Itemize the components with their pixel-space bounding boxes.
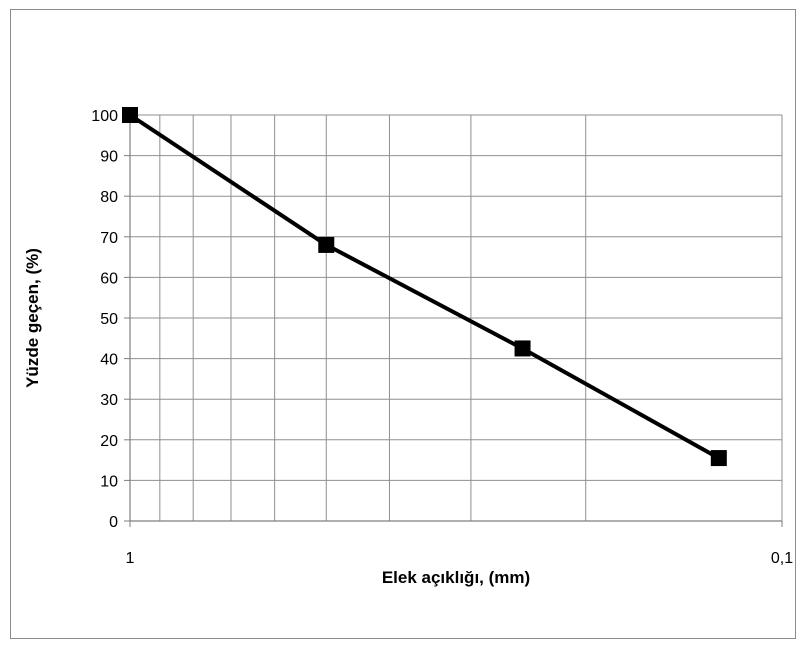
x-tick-label: 0,1	[771, 550, 793, 567]
y-tick-label: 90	[100, 149, 118, 166]
y-tick-label: 50	[100, 311, 118, 328]
series-line-layer	[128, 113, 720, 460]
data-point-marker	[318, 236, 335, 253]
grid	[130, 114, 783, 521]
y-tick-label: 70	[100, 230, 118, 247]
tick-labels: 0 10 20 30 40 50 60 70 80 90 100 1 0,1	[91, 108, 793, 567]
y-tick-label: 30	[100, 392, 118, 409]
y-axis-title: Yüzde geçen, (%)	[23, 248, 42, 388]
data-point-marker	[514, 340, 531, 357]
y-tick-label: 60	[100, 270, 118, 287]
y-tick-label: 20	[100, 433, 118, 450]
x-axis-title: Elek açıklığı, (mm)	[382, 568, 530, 587]
y-tick-label: 100	[91, 108, 118, 125]
y-tick-label: 0	[109, 514, 118, 531]
series-line	[128, 113, 720, 460]
markers	[122, 107, 727, 467]
x-tick-label: 1	[126, 550, 135, 567]
axes	[124, 114, 783, 527]
data-point-marker	[710, 450, 727, 467]
data-point-marker	[122, 107, 138, 123]
y-tick-label: 80	[100, 189, 118, 206]
chart-frame	[10, 9, 796, 639]
y-tick-label: 40	[100, 352, 118, 369]
y-tick-label: 10	[100, 473, 118, 490]
